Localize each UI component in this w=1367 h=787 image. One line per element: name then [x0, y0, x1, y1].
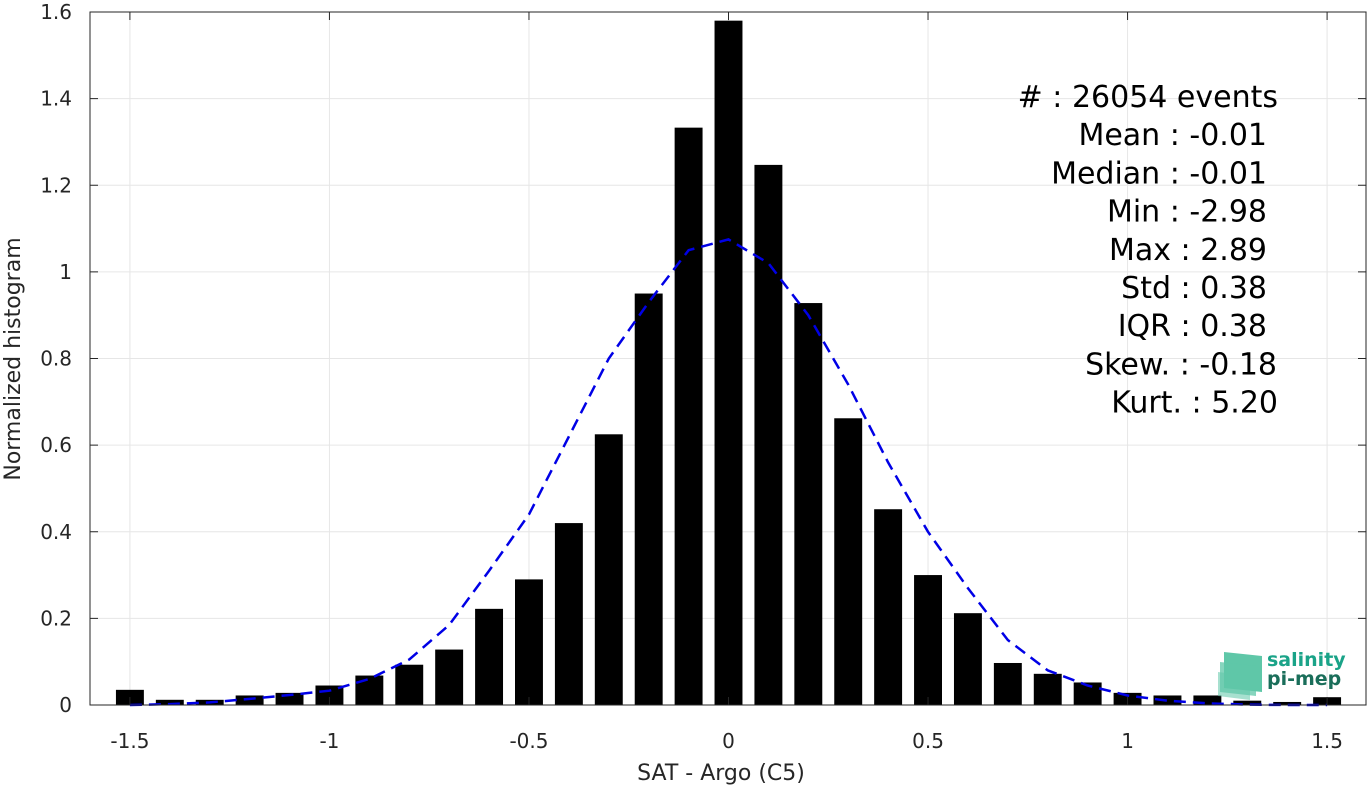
- histogram-bar: [674, 127, 703, 705]
- y-tick-label: 0.6: [40, 433, 72, 457]
- histogram-bar: [754, 164, 783, 705]
- logo-mark-icon: [1218, 652, 1262, 700]
- stat-line: IQR : 0.38: [1118, 309, 1267, 344]
- histogram-bar: [1153, 695, 1182, 705]
- histogram-bar: [1033, 673, 1062, 705]
- histogram-bar: [1273, 701, 1302, 705]
- x-tick-label: -0.5: [509, 729, 548, 753]
- histogram-bars: [115, 20, 1342, 706]
- x-tick-label: 0: [722, 729, 735, 753]
- logo-text-pi-mep: pi-mep: [1267, 668, 1341, 690]
- y-tick-label: 1.6: [40, 0, 72, 24]
- histogram-bar: [874, 509, 903, 705]
- histogram-bar: [993, 662, 1022, 705]
- histogram-bar: [155, 699, 184, 705]
- stat-line: Kurt. : 5.20: [1111, 386, 1278, 421]
- histogram-bar: [235, 695, 264, 705]
- histogram-bar: [1073, 682, 1102, 705]
- histogram-bar: [914, 575, 942, 705]
- histogram-bar: [834, 418, 863, 705]
- y-tick-label: 1.4: [40, 87, 72, 111]
- histogram-bar: [395, 664, 424, 705]
- histogram-bar: [714, 20, 743, 706]
- y-tick-label: 1.2: [40, 173, 72, 197]
- stat-line: Min : -2.98: [1107, 195, 1267, 230]
- stat-line: Std : 0.38: [1121, 271, 1267, 306]
- y-tick-label: 0: [59, 693, 72, 717]
- y-tick-label: 0.4: [40, 520, 72, 544]
- stat-line: Max : 2.89: [1109, 233, 1267, 268]
- y-tick-label: 0.2: [40, 606, 72, 630]
- histogram-bar: [355, 675, 384, 705]
- histogram-bar: [475, 608, 504, 705]
- y-tick-label: 0.8: [40, 347, 72, 371]
- histogram-bar: [794, 303, 823, 705]
- x-tick-labels: -1.5 -1 -0.5 0 0.5 1 1.5: [110, 729, 1343, 753]
- stat-line: Mean : -0.01: [1078, 118, 1267, 153]
- histogram-bar: [634, 293, 663, 705]
- stat-line: # : 26054 events: [1018, 80, 1278, 115]
- histogram-bar: [515, 579, 543, 705]
- x-tick-label: -1: [319, 729, 339, 753]
- axis-ticks: [90, 11, 1366, 706]
- x-tick-label: 1.5: [1311, 729, 1343, 753]
- x-tick-label: 0.5: [912, 729, 944, 753]
- x-tick-label: 1: [1121, 729, 1134, 753]
- gaussian-fit-line: [129, 238, 1328, 707]
- x-axis-label: SAT - Argo (C5): [637, 761, 805, 786]
- stat-line: Skew. : -0.18: [1085, 347, 1277, 382]
- y-axis-label: Normalized histogram: [1, 237, 26, 480]
- histogram-bar: [554, 523, 583, 705]
- logo-text-salinity: salinity: [1267, 649, 1346, 671]
- y-tick-label: 1: [59, 260, 72, 284]
- histogram-bar: [594, 434, 623, 705]
- salinity-pi-mep-logo: salinity pi-mep: [1218, 649, 1346, 700]
- x-tick-label: -1.5: [110, 729, 149, 753]
- histogram-bar: [1193, 695, 1222, 705]
- y-tick-labels: 0 0.2 0.4 0.6 0.8 1 1.2 1.4 1.6: [40, 0, 72, 717]
- histogram-bar: [953, 613, 982, 705]
- histogram-bar: [1233, 700, 1262, 705]
- histogram-bar: [435, 649, 464, 705]
- stat-line: Median : -0.01: [1051, 156, 1267, 191]
